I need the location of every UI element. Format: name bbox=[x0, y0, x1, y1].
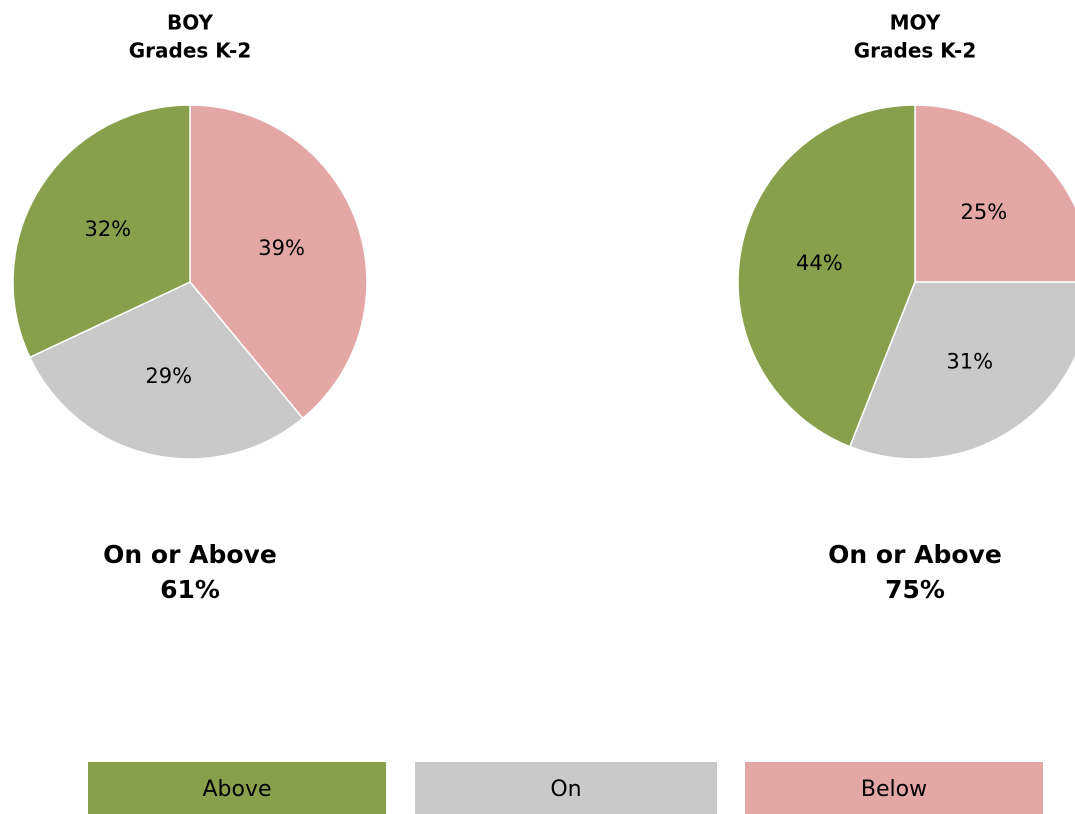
annotation: 75% bbox=[885, 575, 945, 604]
pie-slice bbox=[189, 104, 368, 420]
chart-title: MOY bbox=[890, 11, 941, 35]
data-label: 31% bbox=[946, 350, 993, 374]
legend-label: Above bbox=[202, 777, 271, 802]
annotation: On or Above bbox=[103, 540, 277, 569]
legend-label: On bbox=[550, 777, 581, 802]
data-label: 44% bbox=[796, 251, 843, 275]
legend-swatch bbox=[88, 762, 386, 814]
annotation: 61% bbox=[160, 575, 220, 604]
pie-slice bbox=[914, 104, 1075, 283]
legend-label: Below bbox=[861, 777, 927, 802]
data-label: 32% bbox=[84, 217, 131, 241]
chart-title: BOY bbox=[167, 11, 214, 35]
chart-subtitle: Grades K-2 bbox=[129, 39, 252, 63]
data-label: 39% bbox=[258, 236, 305, 260]
legend-swatch bbox=[745, 762, 1043, 814]
pie-slice bbox=[28, 281, 304, 460]
pie-slice bbox=[737, 104, 916, 448]
annotation: On or Above bbox=[828, 540, 1002, 569]
pie-slice bbox=[12, 104, 191, 359]
data-label: 29% bbox=[145, 364, 192, 388]
pie-slice bbox=[848, 281, 1075, 460]
chart-subtitle: Grades K-2 bbox=[854, 39, 977, 63]
legend-swatch bbox=[415, 762, 717, 814]
data-label: 25% bbox=[960, 200, 1007, 224]
